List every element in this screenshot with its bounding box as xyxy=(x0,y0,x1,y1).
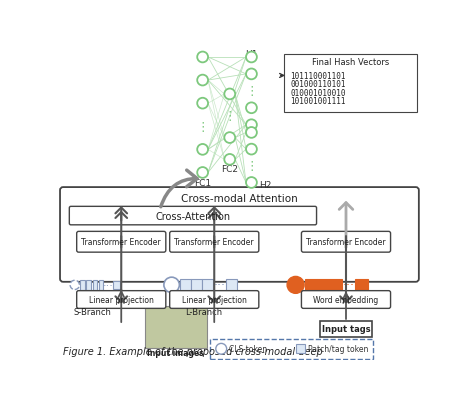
Text: S-Branch: S-Branch xyxy=(73,307,111,316)
Text: Figure 1. Example of the proposed cross-modal deep: Figure 1. Example of the proposed cross-… xyxy=(63,346,323,356)
FancyBboxPatch shape xyxy=(170,291,259,309)
Text: Input images: Input images xyxy=(147,348,204,357)
Text: ⋮: ⋮ xyxy=(245,160,258,173)
Circle shape xyxy=(164,277,179,293)
Text: Linear projection: Linear projection xyxy=(182,295,246,304)
Circle shape xyxy=(246,178,257,188)
Bar xyxy=(92,281,97,290)
Text: Input tags: Input tags xyxy=(322,324,370,333)
FancyBboxPatch shape xyxy=(60,188,419,282)
FancyBboxPatch shape xyxy=(319,321,373,337)
Text: Patch/tag token: Patch/tag token xyxy=(308,344,368,354)
Bar xyxy=(317,279,330,291)
Bar xyxy=(226,279,237,291)
FancyBboxPatch shape xyxy=(170,232,259,253)
Bar xyxy=(180,279,191,291)
Circle shape xyxy=(197,145,208,156)
Text: L-Branch: L-Branch xyxy=(186,307,223,316)
Text: Linear projection: Linear projection xyxy=(89,295,154,304)
Text: FC1: FC1 xyxy=(194,179,211,188)
Text: H1: H1 xyxy=(245,50,258,59)
Circle shape xyxy=(216,343,227,354)
Circle shape xyxy=(246,103,257,114)
Circle shape xyxy=(70,281,80,290)
FancyBboxPatch shape xyxy=(77,232,166,253)
FancyBboxPatch shape xyxy=(69,207,317,225)
Circle shape xyxy=(246,120,257,131)
Circle shape xyxy=(246,52,257,63)
Text: ⋮: ⋮ xyxy=(196,120,209,133)
Circle shape xyxy=(224,90,235,100)
Circle shape xyxy=(197,98,208,109)
Bar xyxy=(296,344,305,354)
FancyBboxPatch shape xyxy=(301,291,391,309)
Circle shape xyxy=(197,75,208,86)
Bar xyxy=(86,281,91,290)
Circle shape xyxy=(197,52,208,63)
Text: CLS token: CLS token xyxy=(229,344,267,354)
Text: Final Hash Vectors: Final Hash Vectors xyxy=(312,58,389,67)
Bar xyxy=(305,279,317,291)
Bar xyxy=(202,279,213,291)
Text: ⋮: ⋮ xyxy=(245,85,258,98)
Text: ⋮: ⋮ xyxy=(224,110,236,123)
Text: 101110001101: 101110001101 xyxy=(290,72,346,81)
Bar xyxy=(145,306,207,348)
Text: H2: H2 xyxy=(259,181,272,190)
Circle shape xyxy=(246,69,257,80)
Circle shape xyxy=(246,128,257,139)
Text: 101001001111: 101001001111 xyxy=(290,97,346,106)
Bar xyxy=(210,339,373,359)
Text: Word embedding: Word embedding xyxy=(313,295,379,304)
Text: Transformer Encoder: Transformer Encoder xyxy=(174,238,254,247)
Text: ···: ··· xyxy=(343,279,355,292)
Bar xyxy=(330,279,342,291)
FancyBboxPatch shape xyxy=(301,232,391,253)
Bar xyxy=(284,55,417,112)
Text: Transformer Encoder: Transformer Encoder xyxy=(306,238,386,247)
Text: Cross-Attention: Cross-Attention xyxy=(155,211,230,221)
Text: Transformer Encoder: Transformer Encoder xyxy=(82,238,161,247)
Bar xyxy=(356,279,368,291)
Text: 010001010010: 010001010010 xyxy=(290,89,346,98)
Text: ···: ··· xyxy=(214,279,226,292)
Circle shape xyxy=(246,144,257,155)
Circle shape xyxy=(287,277,304,294)
Circle shape xyxy=(224,155,235,165)
Text: ···: ··· xyxy=(103,280,113,290)
Bar xyxy=(99,281,103,290)
Text: FC2: FC2 xyxy=(221,165,238,174)
Text: 001000110101: 001000110101 xyxy=(290,80,346,89)
Circle shape xyxy=(197,168,208,179)
Bar xyxy=(191,279,202,291)
Bar xyxy=(80,281,85,290)
Bar xyxy=(113,281,120,289)
Text: Cross-modal Attention: Cross-modal Attention xyxy=(181,194,298,203)
FancyBboxPatch shape xyxy=(77,291,166,309)
Circle shape xyxy=(224,133,235,144)
